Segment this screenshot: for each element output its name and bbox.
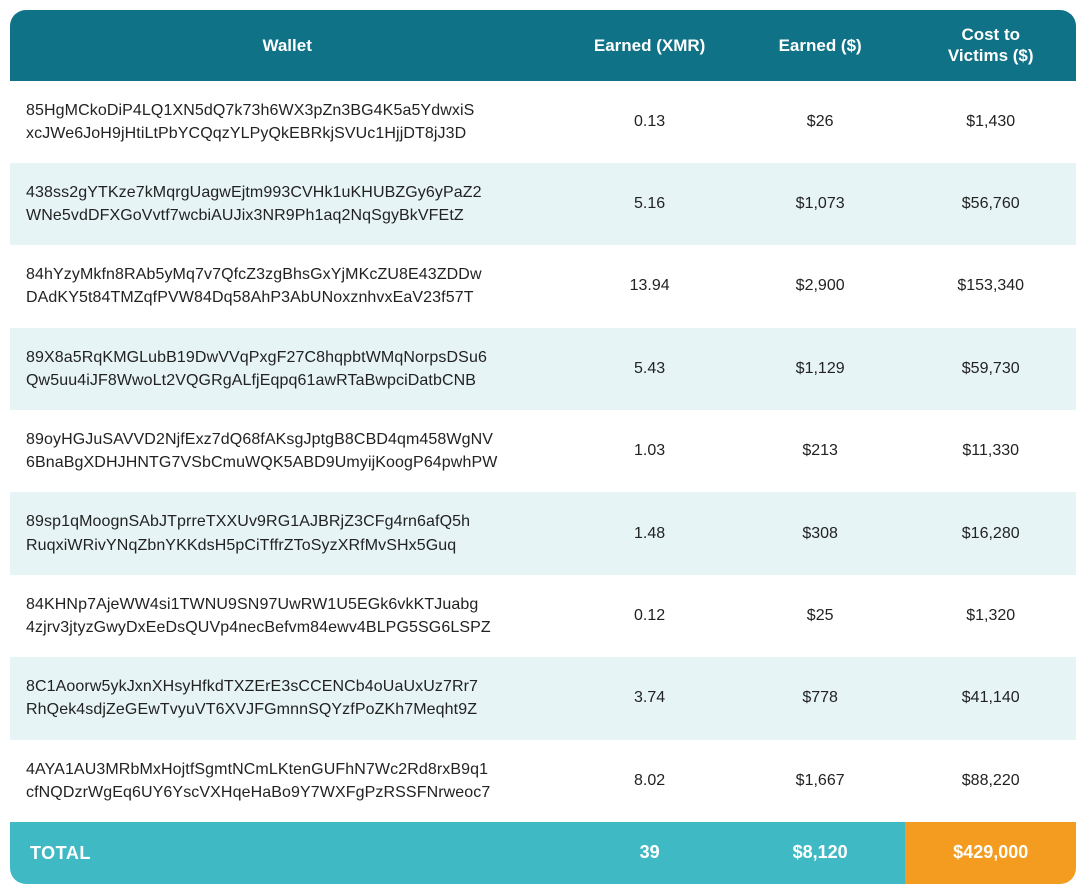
table-row: 85HgMCkoDiP4LQ1XN5dQ7k73h6WX3pZn3BG4K5a5… (10, 81, 1076, 163)
table-container: Wallet Earned (XMR) Earned ($) Cost toVi… (10, 10, 1076, 884)
xmr-cell: 5.16 (564, 163, 735, 245)
col-header-wallet: Wallet (10, 10, 564, 81)
wallet-cell: 84KHNp7AjeWW4si1TWNU9SN97UwRW1U5EGk6vkKT… (10, 575, 564, 657)
usd-cell: $308 (735, 492, 906, 574)
wallet-line1: 89X8a5RqKMGLubB19DwVVqPxgF27C8hqpbtWMqNo… (26, 349, 487, 366)
wallet-table: Wallet Earned (XMR) Earned ($) Cost toVi… (10, 10, 1076, 884)
xmr-cell: 0.12 (564, 575, 735, 657)
wallet-cell: 85HgMCkoDiP4LQ1XN5dQ7k73h6WX3pZn3BG4K5a5… (10, 81, 564, 163)
wallet-line1: 84hYzyMkfn8RAb5yMq7v7QfcZ3zgBhsGxYjMKcZU… (26, 266, 482, 283)
wallet-line1: 89oyHGJuSAVVD2NjfExz7dQ68fAKsgJptgB8CBD4… (26, 431, 493, 448)
xmr-cell: 3.74 (564, 657, 735, 739)
cost-cell: $59,730 (905, 328, 1076, 410)
wallet-line2: RhQek4sdjZeGEwTvyuVT6XVJFGmnnSQYzfPoZKh7… (26, 701, 477, 718)
usd-cell: $26 (735, 81, 906, 163)
cost-cell: $41,140 (905, 657, 1076, 739)
usd-cell: $778 (735, 657, 906, 739)
wallet-line1: 89sp1qMoognSAbJTprreTXXUv9RG1AJBRjZ3CFg4… (26, 513, 470, 530)
col-header-cost: Cost toVictims ($) (905, 10, 1076, 81)
usd-cell: $213 (735, 410, 906, 492)
table-row: 84KHNp7AjeWW4si1TWNU9SN97UwRW1U5EGk6vkKT… (10, 575, 1076, 657)
wallet-line2: WNe5vdDFXGoVvtf7wcbiAUJix3NR9Ph1aq2NqSgy… (26, 207, 464, 224)
xmr-cell: 8.02 (564, 740, 735, 822)
wallet-cell: 8C1Aoorw5ykJxnXHsyHfkdTXZErE3sCCENCb4oUa… (10, 657, 564, 739)
col-header-xmr: Earned (XMR) (564, 10, 735, 81)
table-row: 4AYA1AU3MRbMxHojtfSgmtNCmLKtenGUFhN7Wc2R… (10, 740, 1076, 822)
total-cost-cell: $429,000 (905, 822, 1076, 884)
table-row: 8C1Aoorw5ykJxnXHsyHfkdTXZErE3sCCENCb4oUa… (10, 657, 1076, 739)
cost-cell: $1,320 (905, 575, 1076, 657)
table-row: 89oyHGJuSAVVD2NjfExz7dQ68fAKsgJptgB8CBD4… (10, 410, 1076, 492)
wallet-line2: 4zjrv3jtyzGwyDxEeDsQUVp4necBefvm84ewv4BL… (26, 619, 491, 636)
xmr-cell: 1.03 (564, 410, 735, 492)
wallet-line1: 85HgMCkoDiP4LQ1XN5dQ7k73h6WX3pZn3BG4K5a5… (26, 102, 474, 119)
total-usd-cell: $8,120 (735, 822, 906, 884)
xmr-cell: 5.43 (564, 328, 735, 410)
wallet-line1: 438ss2gYTKze7kMqrgUagwEjtm993CVHk1uKHUBZ… (26, 184, 482, 201)
xmr-cell: 13.94 (564, 245, 735, 327)
wallet-line2: cfNQDzrWgEq6UY6YscVXHqeHaBo9Y7WXFgPzRSSF… (26, 784, 490, 801)
total-label-cell: TOTAL (10, 822, 564, 884)
cost-cell: $16,280 (905, 492, 1076, 574)
table-header: Wallet Earned (XMR) Earned ($) Cost toVi… (10, 10, 1076, 81)
wallet-line1: 84KHNp7AjeWW4si1TWNU9SN97UwRW1U5EGk6vkKT… (26, 596, 478, 613)
table-row: 89X8a5RqKMGLubB19DwVVqPxgF27C8hqpbtWMqNo… (10, 328, 1076, 410)
total-xmr-cell: 39 (564, 822, 735, 884)
wallet-line1: 4AYA1AU3MRbMxHojtfSgmtNCmLKtenGUFhN7Wc2R… (26, 761, 488, 778)
col-header-usd: Earned ($) (735, 10, 906, 81)
usd-cell: $1,073 (735, 163, 906, 245)
wallet-cell: 89oyHGJuSAVVD2NjfExz7dQ68fAKsgJptgB8CBD4… (10, 410, 564, 492)
wallet-line1: 8C1Aoorw5ykJxnXHsyHfkdTXZErE3sCCENCb4oUa… (26, 678, 478, 695)
wallet-line2: DAdKY5t84TMZqfPVW84Dq58AhP3AbUNoxznhvxEa… (26, 289, 474, 306)
usd-cell: $25 (735, 575, 906, 657)
table-row: 89sp1qMoognSAbJTprreTXXUv9RG1AJBRjZ3CFg4… (10, 492, 1076, 574)
wallet-line2: xcJWe6JoH9jHtiLtPbYCQqzYLPyQkEBRkjSVUc1H… (26, 125, 466, 142)
wallet-line2: 6BnaBgXDHJHNTG7VSbCmuWQK5ABD9UmyijKoogP6… (26, 454, 497, 471)
cost-cell: $1,430 (905, 81, 1076, 163)
cost-cell: $153,340 (905, 245, 1076, 327)
wallet-cell: 89X8a5RqKMGLubB19DwVVqPxgF27C8hqpbtWMqNo… (10, 328, 564, 410)
usd-cell: $1,667 (735, 740, 906, 822)
wallet-cell: 89sp1qMoognSAbJTprreTXXUv9RG1AJBRjZ3CFg4… (10, 492, 564, 574)
table-row: 84hYzyMkfn8RAb5yMq7v7QfcZ3zgBhsGxYjMKcZU… (10, 245, 1076, 327)
cost-cell: $88,220 (905, 740, 1076, 822)
wallet-cell: 84hYzyMkfn8RAb5yMq7v7QfcZ3zgBhsGxYjMKcZU… (10, 245, 564, 327)
total-row: TOTAL39$8,120$429,000 (10, 822, 1076, 884)
wallet-line2: RuqxiWRivYNqZbnYKKdsH5pCiTffrZToSyzXRfMv… (26, 537, 456, 554)
table-body: 85HgMCkoDiP4LQ1XN5dQ7k73h6WX3pZn3BG4K5a5… (10, 81, 1076, 884)
xmr-cell: 1.48 (564, 492, 735, 574)
wallet-cell: 4AYA1AU3MRbMxHojtfSgmtNCmLKtenGUFhN7Wc2R… (10, 740, 564, 822)
usd-cell: $2,900 (735, 245, 906, 327)
cost-cell: $11,330 (905, 410, 1076, 492)
table-row: 438ss2gYTKze7kMqrgUagwEjtm993CVHk1uKHUBZ… (10, 163, 1076, 245)
cost-cell: $56,760 (905, 163, 1076, 245)
wallet-cell: 438ss2gYTKze7kMqrgUagwEjtm993CVHk1uKHUBZ… (10, 163, 564, 245)
wallet-line2: Qw5uu4iJF8WwoLt2VQGRgALfjEqpq61awRTaBwpc… (26, 372, 476, 389)
usd-cell: $1,129 (735, 328, 906, 410)
xmr-cell: 0.13 (564, 81, 735, 163)
